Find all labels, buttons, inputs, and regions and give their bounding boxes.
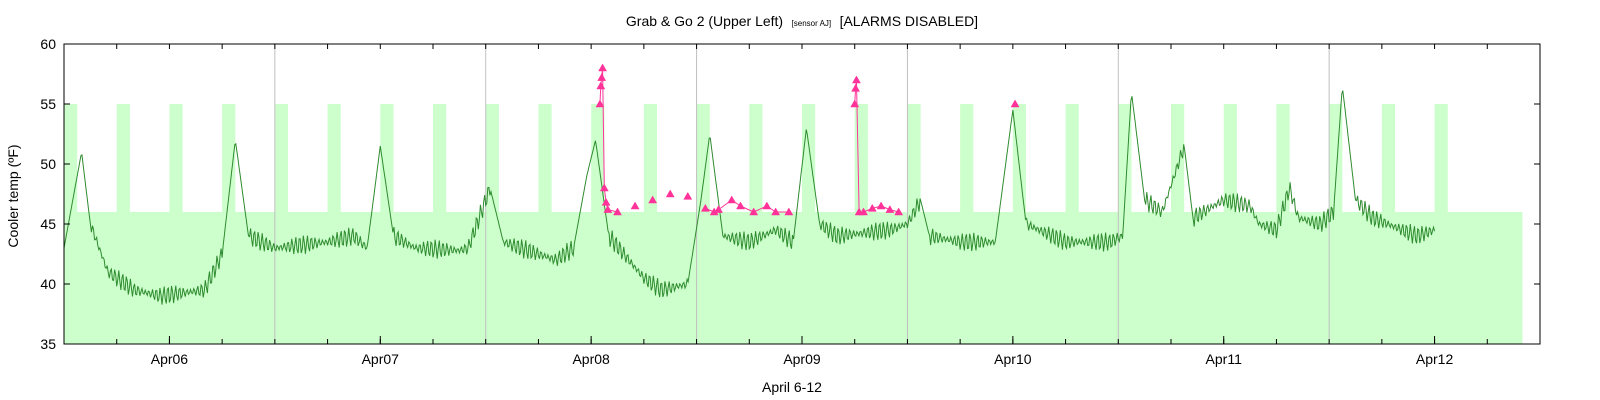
- alarm-trace: [599, 85, 602, 105]
- alarm-marker: [876, 201, 886, 210]
- alarm-marker: [1010, 99, 1020, 108]
- y-tick-label: 35: [40, 336, 56, 352]
- defrost-window: [116, 104, 130, 212]
- y-tick-label: 55: [40, 96, 56, 112]
- alarm-trace: [740, 205, 754, 213]
- defrost-window: [433, 104, 447, 212]
- alarm-trace: [607, 209, 618, 213]
- defrost-window: [907, 104, 921, 212]
- acceptable-range-band: [64, 212, 1523, 344]
- defrost-window: [538, 104, 552, 212]
- x-tick-label: Apr11: [1206, 351, 1243, 367]
- y-tick-label: 60: [40, 36, 56, 52]
- alarm-trace: [863, 207, 873, 213]
- defrost-window: [960, 104, 974, 212]
- alarm-trace: [713, 209, 719, 213]
- defrost-window: [1434, 104, 1448, 212]
- alarm-marker: [630, 201, 640, 210]
- plot-area: 35 40 45 50 55 60 Apr06 Apr07 Apr08 Apr09 Apr10 Apr…: [40, 36, 1541, 367]
- alarm-trace: [602, 67, 605, 189]
- title-sensor: [sensor AJ]: [792, 19, 832, 28]
- x-tick-label: Apr06: [151, 351, 189, 367]
- defrost-window: [1171, 104, 1185, 212]
- chart-title: Grab & Go 2 (Upper Left) [sensor AJ] [AL…: [626, 13, 978, 30]
- x-axis-label: April 6-12: [762, 379, 822, 395]
- y-tick-label: 50: [40, 156, 56, 172]
- alarm-trace: [605, 202, 609, 210]
- alarm-trace: [753, 205, 768, 213]
- defrost-window: [854, 104, 868, 212]
- temperature-series-line: [63, 90, 1436, 305]
- alarm-marker: [683, 191, 693, 200]
- defrost-window: [749, 104, 763, 212]
- y-axis-label: Cooler temp (ºF): [5, 144, 21, 247]
- defrost-window: [1012, 104, 1027, 212]
- defrost-window: [1276, 104, 1290, 212]
- alarm-trace: [854, 88, 857, 105]
- alarm-trace: [855, 79, 860, 213]
- defrost-window: [169, 104, 183, 212]
- alarm-trace: [705, 207, 715, 213]
- alarm-trace: [603, 187, 607, 203]
- y-tick-label: 45: [40, 216, 56, 232]
- alarm-trace: [766, 205, 776, 213]
- alarm-trace: [731, 199, 741, 207]
- defrost-window: [696, 104, 710, 212]
- defrost-window: [1381, 104, 1396, 212]
- defrost-window: [274, 104, 289, 212]
- alarm-trace: [889, 209, 899, 213]
- alarm-trace: [880, 205, 891, 211]
- x-tick-label: Apr08: [572, 351, 610, 367]
- title-main: Grab & Go 2 (Upper Left): [626, 13, 783, 29]
- defrost-window: [485, 104, 499, 212]
- svg-text:Grab & Go 2 (Upper Left): Grab & Go 2 (Upper Left) [sensor AJ] [AL…: [626, 13, 978, 30]
- x-tick-label: Apr10: [994, 351, 1032, 367]
- defrost-window: [802, 104, 816, 212]
- alarm-marker: [665, 189, 675, 198]
- defrost-window: [380, 104, 394, 212]
- defrost-window: [327, 104, 341, 212]
- alarm-marker: [648, 195, 658, 204]
- defrost-window: [643, 104, 658, 212]
- x-tick-label: Apr09: [783, 351, 821, 367]
- title-status: [ALARMS DISABLED]: [840, 13, 979, 29]
- x-tick-label: Apr07: [362, 351, 400, 367]
- alarm-trace: [872, 205, 882, 209]
- y-tick-label: 40: [40, 276, 56, 292]
- defrost-window: [64, 104, 78, 212]
- defrost-window: [1223, 104, 1237, 212]
- defrost-window: [1065, 104, 1079, 212]
- alarm-trace: [718, 199, 733, 211]
- defrost-window: [1118, 104, 1132, 212]
- defrost-window: [222, 104, 236, 212]
- alarm-trace: [600, 77, 603, 87]
- x-tick-label: Apr12: [1416, 351, 1454, 367]
